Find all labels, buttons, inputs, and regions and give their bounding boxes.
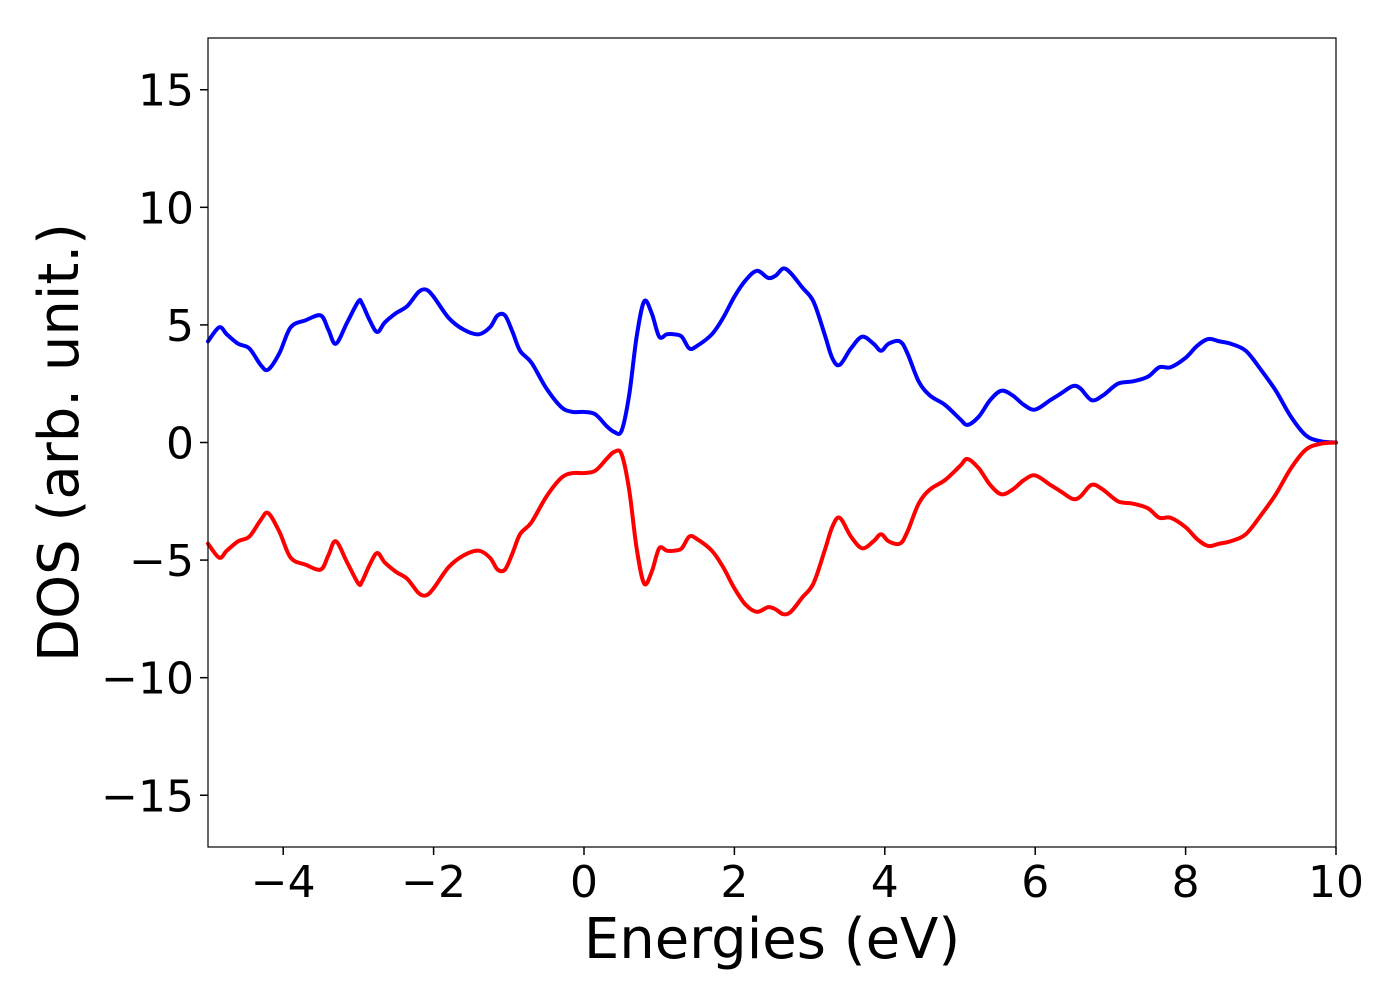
- y-tick-label: 15: [138, 66, 194, 117]
- x-tick-label: 10: [1308, 857, 1364, 908]
- x-axis: −4 −2 0 2 4 6 8 10: [251, 847, 1364, 908]
- y-tick-label: 0: [166, 419, 194, 470]
- y-tick-label: −10: [101, 654, 194, 705]
- x-tick-label: 8: [1172, 857, 1200, 908]
- x-tick-label: 2: [720, 857, 748, 908]
- x-tick-label: −4: [251, 857, 316, 908]
- series-line-1: [206, 266, 1338, 445]
- y-tick-label: 10: [138, 183, 194, 234]
- y-axis-label: DOS (arb. unit.): [27, 223, 92, 662]
- x-tick-label: 0: [570, 857, 598, 908]
- y-tick-label: −5: [129, 536, 194, 587]
- series-line-2: [206, 440, 1338, 617]
- x-axis-label: Energies (eV): [584, 907, 960, 972]
- x-tick-label: −2: [401, 857, 466, 908]
- x-tick-label: 4: [871, 857, 899, 908]
- y-tick-label: −15: [101, 771, 194, 822]
- series-layer: [206, 266, 1338, 617]
- y-tick-label: 5: [166, 301, 194, 352]
- x-tick-label: 6: [1021, 857, 1049, 908]
- y-axis: −15 −10 −5 0 5 10 15: [101, 66, 208, 822]
